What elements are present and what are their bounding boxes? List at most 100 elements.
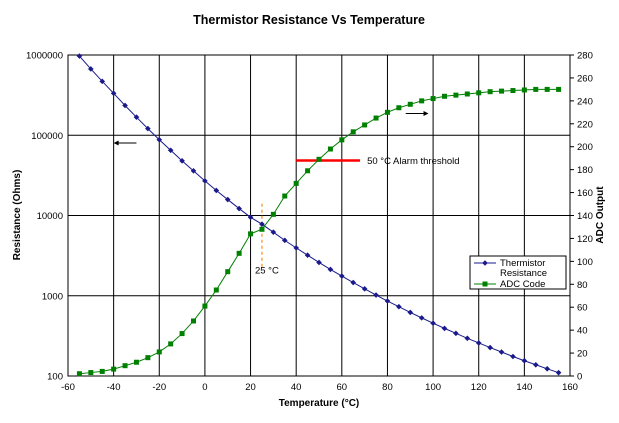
y2-tick-label: 100 bbox=[577, 257, 593, 268]
x-tick-label: -60 bbox=[61, 382, 75, 393]
adc-data-point bbox=[499, 88, 505, 94]
legend-adc-label: ADC Code bbox=[500, 279, 545, 290]
y2-tick-label: 40 bbox=[577, 326, 588, 337]
x-tick-label: 40 bbox=[291, 382, 302, 393]
thermistor-data-point bbox=[213, 187, 220, 194]
thermistor-data-point bbox=[270, 229, 277, 235]
thermistor-data-point bbox=[339, 273, 345, 279]
thermistor-data-point bbox=[156, 136, 163, 143]
adc-data-point bbox=[179, 331, 185, 337]
y2-tick-label: 260 bbox=[577, 73, 593, 84]
adc-data-point bbox=[133, 359, 139, 365]
adc-data-point bbox=[430, 96, 436, 102]
adc-data-point bbox=[407, 101, 413, 107]
x-tick-label: -20 bbox=[152, 382, 166, 393]
thermistor-data-point bbox=[510, 353, 516, 360]
adc-data-point bbox=[168, 341, 174, 347]
x-tick-label: 120 bbox=[471, 382, 487, 393]
thermistor-data-point bbox=[122, 102, 128, 109]
thermistor-data-point bbox=[327, 266, 334, 273]
adc-data-point bbox=[521, 87, 527, 93]
adc-data-point bbox=[556, 86, 562, 92]
adc-data-point bbox=[236, 250, 242, 256]
thermistor-data-point bbox=[544, 365, 550, 372]
adc-data-point bbox=[293, 180, 299, 186]
x-tick-label: 60 bbox=[337, 382, 348, 393]
adc-data-point bbox=[156, 349, 162, 355]
thermistor-data-point bbox=[179, 158, 185, 164]
thermistor-data-point bbox=[202, 178, 208, 184]
adc-data-point bbox=[453, 92, 459, 98]
y2-tick-label: 60 bbox=[577, 303, 588, 314]
thermistor-data-point bbox=[224, 196, 231, 203]
adc-data-point bbox=[362, 122, 368, 128]
thermistor-data-point bbox=[88, 66, 94, 72]
y-tick-label: 10000 bbox=[37, 211, 63, 222]
adc-data-point bbox=[533, 86, 539, 92]
legend-thermistor-label-line2: Resistance bbox=[500, 268, 547, 279]
thermistor-data-point bbox=[453, 330, 459, 337]
x-tick-label: 160 bbox=[562, 382, 578, 393]
thermistor-data-point bbox=[361, 286, 368, 292]
alarm-threshold-label: 50 °C Alarm threshold bbox=[367, 156, 460, 167]
x-tick-label: -40 bbox=[107, 382, 121, 393]
adc-data-point bbox=[316, 156, 322, 162]
reference-25c-label: 25 °C bbox=[255, 265, 279, 276]
x-tick-label: 20 bbox=[245, 382, 256, 393]
thermistor-data-point bbox=[532, 361, 539, 368]
adc-data-point bbox=[191, 318, 196, 324]
left-axis-arrow-head bbox=[113, 140, 119, 146]
y2-axis-tick-labels: 0 20 40 60 80 100 120 140 160 180 200 220 240 260 280 bbox=[570, 51, 593, 383]
adc-data-point bbox=[145, 355, 151, 361]
thermistor-data-point bbox=[293, 245, 299, 251]
thermistor-data-point bbox=[76, 53, 83, 59]
y2-tick-label: 140 bbox=[577, 211, 593, 222]
adc-data-point bbox=[373, 115, 379, 121]
x-axis-tick-labels: -60 -40 -20 0 20 40 60 80 100 120 140 160 bbox=[61, 382, 578, 393]
plot-area bbox=[67, 54, 571, 377]
y2-tick-label: 240 bbox=[577, 96, 593, 107]
adc-data-point bbox=[111, 366, 117, 372]
adc-code-series bbox=[76, 86, 562, 377]
adc-data-point bbox=[442, 93, 447, 99]
right-axis-arrow-head bbox=[423, 110, 429, 116]
adc-data-point bbox=[476, 90, 482, 96]
y-tick-label: 100 bbox=[47, 372, 63, 383]
x-tick-label: 80 bbox=[382, 382, 393, 393]
series-layer bbox=[76, 53, 562, 377]
thermistor-data-point bbox=[464, 335, 471, 342]
thermistor-resistance-series bbox=[76, 53, 562, 376]
thermistor-data-point bbox=[99, 78, 106, 85]
adc-data-point bbox=[544, 86, 550, 92]
adc-data-point bbox=[396, 105, 402, 111]
thermistor-data-point bbox=[418, 315, 425, 321]
adc-data-point bbox=[202, 303, 208, 309]
y2-axis-label: ADC Output bbox=[595, 186, 606, 244]
thermistor-data-point bbox=[259, 221, 265, 227]
adc-data-point bbox=[510, 88, 516, 94]
adc-data-point bbox=[384, 109, 390, 115]
thermistor-data-point bbox=[555, 369, 562, 376]
y2-tick-label: 160 bbox=[577, 188, 593, 199]
y-axis-tick-labels: 100 1000 10000 100000 1000000 bbox=[26, 51, 63, 383]
thermistor-data-point bbox=[498, 349, 505, 355]
adc-data-point bbox=[225, 269, 231, 275]
y2-tick-label: 180 bbox=[577, 165, 593, 176]
thermistor-data-point bbox=[373, 292, 379, 298]
thermistor-data-point bbox=[521, 357, 528, 364]
adc-data-point bbox=[99, 368, 105, 374]
chart-title: Thermistor Resistance Vs Temperature bbox=[193, 13, 425, 27]
adc-data-point bbox=[350, 129, 356, 135]
y-tick-label: 1000000 bbox=[26, 51, 63, 62]
adc-data-point bbox=[270, 211, 276, 217]
thermistor-data-point bbox=[396, 303, 402, 310]
y2-tick-label: 280 bbox=[577, 51, 593, 62]
y2-tick-label: 80 bbox=[577, 280, 588, 291]
adc-data-point bbox=[282, 193, 288, 199]
y2-tick-label: 120 bbox=[577, 234, 593, 245]
annotations: 25 °C 50 °C Alarm threshold bbox=[113, 110, 460, 276]
y2-tick-label: 200 bbox=[577, 142, 593, 153]
thermistor-data-point bbox=[430, 320, 436, 326]
thermistor-data-point bbox=[190, 168, 197, 174]
